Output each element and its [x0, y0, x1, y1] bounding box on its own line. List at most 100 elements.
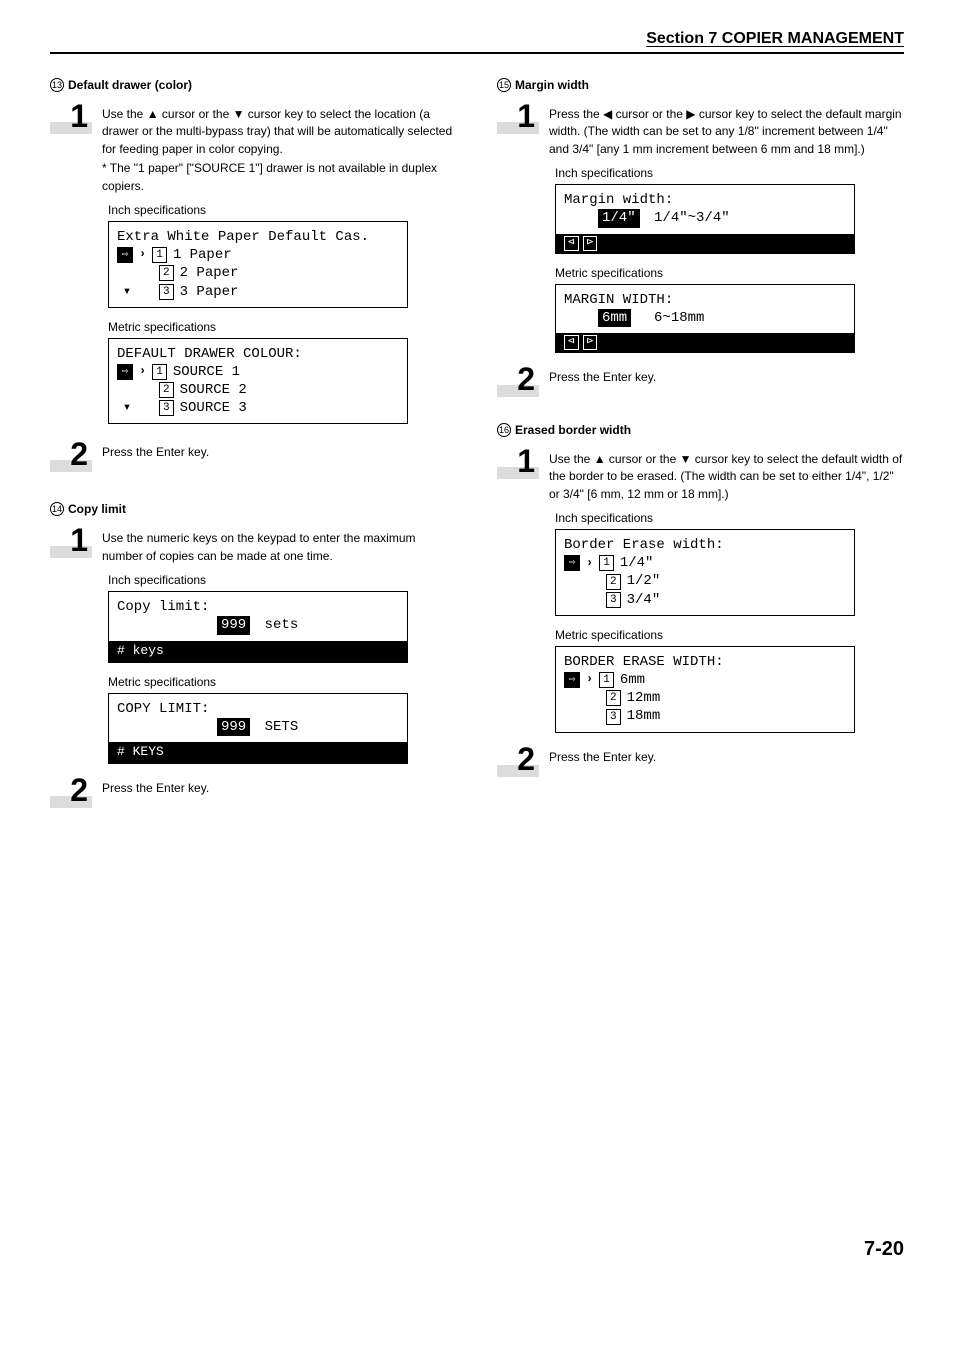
circled-15-icon: 15	[497, 78, 511, 92]
inch-spec-label: Inch specifications	[108, 573, 457, 587]
left-column: 13 Default drawer (color) 1 Use the ▲ cu…	[50, 74, 457, 818]
heading-text: Erased border width	[515, 423, 631, 437]
lcd-title: Copy limit:	[117, 598, 399, 616]
step-1-note: * The "1 paper" ["SOURCE 1"] drawer is n…	[102, 160, 457, 195]
down-arrow-icon: ▾	[117, 283, 137, 301]
metric-spec-label: Metric specifications	[555, 266, 904, 280]
two-column-layout: 13 Default drawer (color) 1 Use the ▲ cu…	[50, 74, 904, 818]
lcd-row1: 1/4"	[620, 554, 654, 572]
lcd-title: DEFAULT DRAWER COLOUR:	[117, 345, 399, 363]
lcd-title: COPY LIMIT:	[117, 700, 399, 718]
lcd-border-inch: Border Erase width: ⇨›11/4" 21/2" 33/4"	[555, 529, 855, 616]
heading-default-drawer: 13 Default drawer (color)	[50, 78, 457, 92]
heading-copy-limit: 14 Copy limit	[50, 502, 457, 516]
metric-spec-label: Metric specifications	[555, 628, 904, 642]
lcd-title: Margin width:	[564, 191, 846, 209]
lcd-footer: # KEYS	[109, 742, 407, 763]
lcd-title: MARGIN WIDTH:	[564, 291, 846, 309]
lcd-row3: 18mm	[627, 707, 661, 725]
lcd-range: 1/4"~3/4"	[646, 209, 730, 227]
step-2-block: 2 Press the Enter key.	[50, 440, 457, 474]
metric-spec-label: Metric specifications	[108, 320, 457, 334]
step-number-1: 1	[50, 102, 92, 136]
select-arrow-icon: ⇨	[564, 555, 580, 571]
step-number-1: 1	[497, 102, 539, 136]
right-arrow-icon: ⊳	[583, 335, 598, 350]
step-1-block: 1 Use the numeric keys on the keypad to …	[50, 526, 457, 565]
lcd-unit: sets	[256, 616, 298, 634]
lcd-row2: 2 Paper	[180, 264, 239, 282]
lcd-row1: 1 Paper	[173, 246, 232, 264]
step-2-text: Press the Enter key.	[102, 440, 209, 461]
step-number-2: 2	[50, 440, 92, 474]
lcd-footer: # keys	[109, 641, 407, 662]
lcd-footer-arrows: ⊲⊳	[556, 234, 854, 253]
step-number-2: 2	[497, 745, 539, 779]
left-arrow-icon: ⊲	[564, 335, 579, 350]
lcd-row3: 3/4"	[627, 591, 661, 609]
lcd-footer-arrows: ⊲⊳	[556, 333, 854, 352]
step-2-block: 2 Press the Enter key.	[497, 745, 904, 779]
lcd-copylimit-metric: COPY LIMIT: 999 SETS # KEYS	[108, 693, 408, 764]
step-number-1: 1	[497, 447, 539, 481]
page-number: 7-20	[50, 1238, 904, 1261]
lcd-drawer-metric: DEFAULT DRAWER COLOUR: ⇨›1SOURCE 1 2SOUR…	[108, 338, 408, 425]
heading-erased-border: 16 Erased border width	[497, 423, 904, 437]
lcd-value: 1/4"	[598, 209, 640, 227]
inch-spec-label: Inch specifications	[555, 166, 904, 180]
step-2-block: 2 Press the Enter key.	[50, 776, 457, 810]
lcd-drawer-inch: Extra White Paper Default Cas. ⇨›11 Pape…	[108, 221, 408, 308]
lcd-copylimit-inch: Copy limit: 999 sets # keys	[108, 591, 408, 662]
step-1-text: Press the ◀ cursor or the ▶ cursor key t…	[549, 102, 904, 158]
lcd-row3: 3 Paper	[180, 283, 239, 301]
section-header: Section 7 COPIER MANAGEMENT	[50, 30, 904, 54]
step-number-1: 1	[50, 526, 92, 560]
step-2-text: Press the Enter key.	[549, 365, 656, 386]
lcd-value: 999	[217, 718, 250, 736]
heading-margin-width: 15 Margin width	[497, 78, 904, 92]
circled-14-icon: 14	[50, 502, 64, 516]
lcd-row2: 12mm	[627, 689, 661, 707]
circled-13-icon: 13	[50, 78, 64, 92]
lcd-title: Border Erase width:	[564, 536, 846, 554]
lcd-row1: SOURCE 1	[173, 363, 240, 381]
select-arrow-icon: ⇨	[564, 672, 580, 688]
down-arrow-icon: ▾	[117, 399, 137, 417]
lcd-range: 6~18mm	[637, 309, 704, 327]
lcd-title: Extra White Paper Default Cas.	[117, 228, 399, 246]
lcd-value: 999	[217, 616, 250, 634]
lcd-row1: 6mm	[620, 671, 645, 689]
step-1-text: Use the ▲ cursor or the ▼ cursor key to …	[102, 102, 457, 195]
heading-text: Margin width	[515, 78, 589, 92]
lcd-margin-metric: MARGIN WIDTH: 6mm 6~18mm ⊲⊳	[555, 284, 855, 353]
step-1-block: 1 Use the ▲ cursor or the ▼ cursor key t…	[497, 447, 904, 503]
lcd-unit: SETS	[256, 718, 298, 736]
lcd-row2: SOURCE 2	[180, 381, 247, 399]
lcd-row3: SOURCE 3	[180, 399, 247, 417]
lcd-border-metric: BORDER ERASE WIDTH: ⇨›16mm 212mm 318mm	[555, 646, 855, 733]
heading-text: Default drawer (color)	[68, 78, 192, 92]
circled-16-icon: 16	[497, 423, 511, 437]
heading-text: Copy limit	[68, 502, 126, 516]
step-1-text: Use the ▲ cursor or the ▼ cursor key to …	[549, 447, 904, 503]
metric-spec-label: Metric specifications	[108, 675, 457, 689]
step-2-text: Press the Enter key.	[549, 745, 656, 766]
lcd-value: 6mm	[598, 309, 631, 327]
select-arrow-icon: ⇨	[117, 247, 133, 263]
lcd-row2: 1/2"	[627, 572, 661, 590]
step-1-block: 1 Use the ▲ cursor or the ▼ cursor key t…	[50, 102, 457, 195]
lcd-title: BORDER ERASE WIDTH:	[564, 653, 846, 671]
left-arrow-icon: ⊲	[564, 236, 579, 251]
step-1-block: 1 Press the ◀ cursor or the ▶ cursor key…	[497, 102, 904, 158]
step-1-text: Use the numeric keys on the keypad to en…	[102, 526, 457, 565]
right-column: 15 Margin width 1 Press the ◀ cursor or …	[497, 74, 904, 818]
inch-spec-label: Inch specifications	[555, 511, 904, 525]
step-2-block: 2 Press the Enter key.	[497, 365, 904, 399]
select-arrow-icon: ⇨	[117, 364, 133, 380]
step-number-2: 2	[497, 365, 539, 399]
inch-spec-label: Inch specifications	[108, 203, 457, 217]
lcd-margin-inch: Margin width: 1/4" 1/4"~3/4" ⊲⊳	[555, 184, 855, 253]
step-2-text: Press the Enter key.	[102, 776, 209, 797]
step-number-2: 2	[50, 776, 92, 810]
right-arrow-icon: ⊳	[583, 236, 598, 251]
